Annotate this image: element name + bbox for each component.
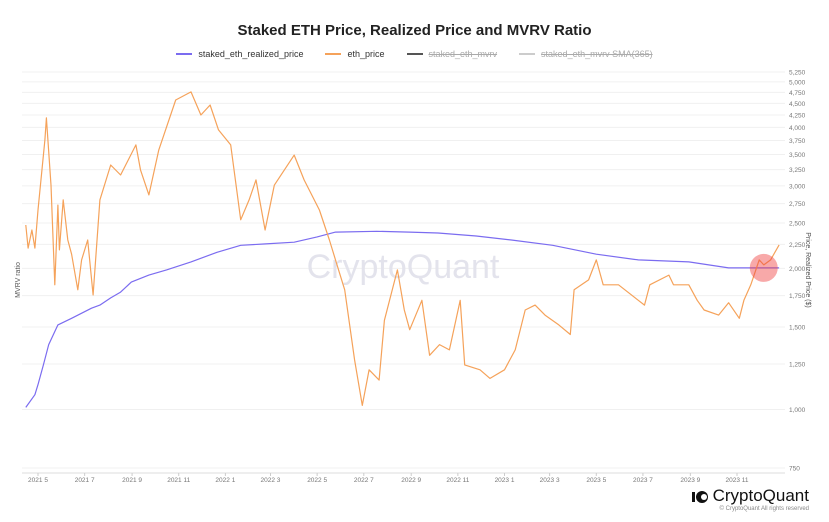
legend-label: staked_eth_mvrv	[428, 49, 498, 59]
y-tick-label: 3,750	[789, 138, 806, 145]
y-tick-label: 4,750	[789, 90, 806, 97]
x-tick-label: 2022 3	[261, 477, 281, 484]
x-tick-label: 2022 11	[446, 477, 469, 484]
x-tick-label: 2021 9	[122, 477, 142, 484]
cryptoquant-logo: CryptoQuant	[691, 486, 809, 506]
x-tick-label: 2023 11	[725, 477, 748, 484]
right-axis-label: Price, Realized Price ($)	[804, 232, 811, 307]
legend-swatch	[519, 53, 536, 55]
y-tick-label: 5,250	[789, 70, 806, 77]
y-tick-label: 2,750	[789, 201, 806, 208]
y-tick-label: 2,250	[789, 242, 806, 249]
x-tick-label: 2021 11	[167, 477, 190, 484]
legend-label: staked_eth_mvrv SMA(365)	[541, 49, 653, 59]
y-tick-label: 3,500	[789, 152, 806, 159]
y-tick-label: 4,250	[789, 113, 806, 120]
legend: staked_eth_realized_price eth_price stak…	[0, 49, 829, 59]
x-tick-label: 2022 9	[401, 477, 421, 484]
chart-title: Staked ETH Price, Realized Price and MVR…	[237, 22, 592, 39]
legend-label: eth_price	[347, 49, 385, 59]
x-tick-label: 2023 5	[586, 477, 606, 484]
x-tick-label: 2023 1	[495, 477, 515, 484]
copyright: © CryptoQuant All rights reserved	[719, 506, 809, 512]
logo-icon	[691, 489, 708, 503]
series-line-staked-eth-realized-price	[25, 230, 780, 408]
y-tick-label: 1,250	[789, 362, 806, 369]
y-tick-label: 750	[789, 466, 800, 473]
y-tick-label: 1,000	[789, 407, 806, 414]
y-tick-label: 3,000	[789, 183, 806, 190]
logo-text: CryptoQuant	[712, 486, 809, 505]
y-tick-label: 1,750	[789, 293, 806, 300]
y-tick-label: 2,500	[789, 220, 806, 227]
x-tick-label: 2021 7	[75, 477, 95, 484]
x-tick-label: 2022 1	[215, 477, 235, 484]
y-tick-label: 3,250	[789, 167, 806, 174]
x-tick-label: 2023 9	[680, 477, 700, 484]
legend-item-eth-price[interactable]: eth_price	[325, 49, 385, 59]
y-tick-label: 1,500	[789, 324, 806, 331]
legend-swatch	[176, 53, 193, 55]
x-tick-label: 2021 5	[28, 477, 48, 484]
x-tick-label: 2023 3	[540, 477, 560, 484]
legend-label: staked_eth_realized_price	[198, 49, 304, 59]
y-tick-label: 4,500	[789, 101, 806, 108]
watermark: CryptoQuant	[307, 248, 500, 286]
legend-swatch	[325, 53, 342, 55]
x-tick-label: 2022 5	[307, 477, 327, 484]
highlight-circle	[749, 253, 778, 282]
x-tick-label: 2022 7	[354, 477, 374, 484]
x-tick-label: 2023 7	[633, 477, 653, 484]
series-line-eth-price	[25, 91, 780, 406]
y-tick-label: 5,000	[789, 79, 806, 86]
legend-item-mvrv[interactable]: staked_eth_mvrv	[406, 49, 498, 59]
legend-item-realized-price[interactable]: staked_eth_realized_price	[176, 49, 303, 59]
left-axis-label: MVRV ratio	[15, 262, 22, 298]
legend-swatch	[406, 53, 423, 55]
legend-item-mvrv-sma[interactable]: staked_eth_mvrv SMA(365)	[519, 49, 653, 59]
y-tick-label: 4,000	[789, 125, 806, 132]
y-tick-label: 2,000	[789, 266, 806, 273]
